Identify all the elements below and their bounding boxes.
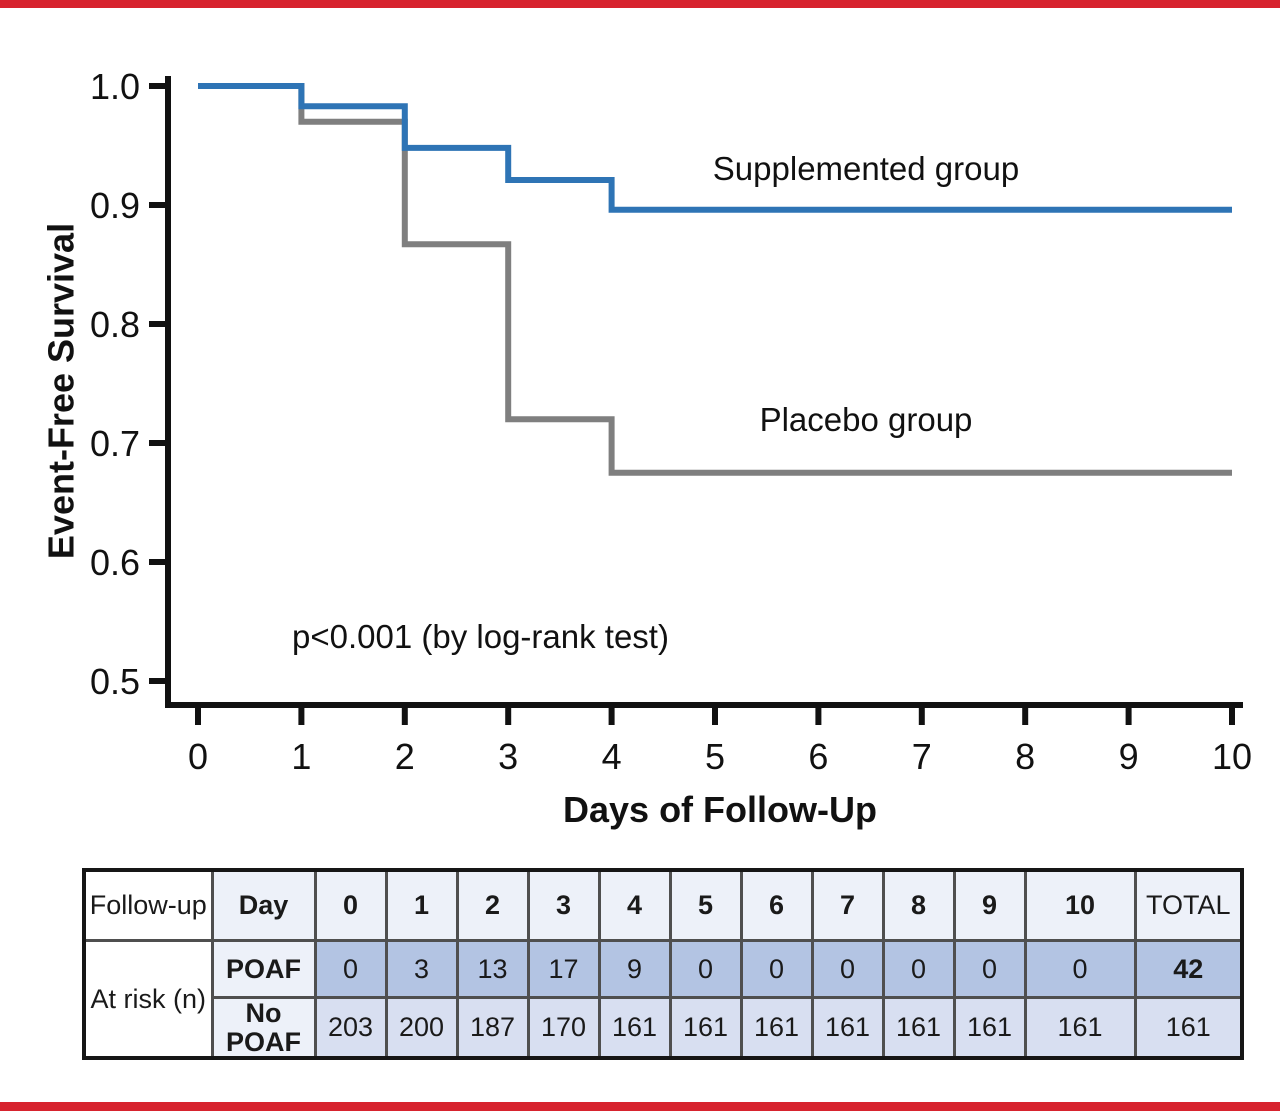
risk-table-poaf-value: 0 — [881, 939, 956, 999]
risk-table-nopoaf-value: 161 — [739, 996, 814, 1060]
risk-table-column-header: 8 — [881, 868, 956, 942]
risk-table-nopoaf-value: 161 — [1133, 996, 1244, 1060]
x-tick-label: 7 — [912, 736, 932, 777]
x-tick-label: 9 — [1119, 736, 1139, 777]
risk-table-poaf-value: 3 — [384, 939, 459, 999]
risk-table-nopoaf-value: 161 — [1023, 996, 1137, 1060]
risk-table-row-label: POAF — [210, 939, 317, 999]
bottom-accent-bar — [0, 1102, 1280, 1111]
x-axis-title: Days of Follow-Up — [563, 789, 877, 830]
supplemented-curve — [198, 83, 1232, 213]
placebo-curve — [198, 83, 1232, 476]
risk-table-poaf-value: 17 — [526, 939, 601, 999]
risk-table-column-header: 6 — [739, 868, 814, 942]
placebo-curve-label: Placebo group — [760, 401, 973, 438]
risk-table-nopoaf-value: 161 — [881, 996, 956, 1060]
y-axis-ticks: 1.0 0.9 0.8 0.7 0.6 0.5 — [90, 66, 166, 702]
risk-table-poaf-value: 42 — [1133, 939, 1244, 999]
risk-table-nopoaf-value: 161 — [952, 996, 1027, 1060]
y-tick-label: 0.7 — [90, 423, 140, 464]
risk-table-nopoaf-value: 203 — [313, 996, 388, 1060]
y-tick-label: 0.9 — [90, 185, 140, 226]
risk-table-column-header: 0 — [313, 868, 388, 942]
y-axis-title: Event-Free Survival — [41, 223, 82, 559]
x-axis-ticks: 0 1 2 3 4 5 6 7 8 9 10 — [188, 708, 1252, 777]
risk-table-poaf-value: 13 — [455, 939, 530, 999]
x-tick-label: 2 — [395, 736, 415, 777]
curves — [198, 83, 1232, 476]
risk-table-row-label: No POAF — [210, 996, 317, 1060]
risk-table-column-header: 10 — [1023, 868, 1137, 942]
x-tick-label: 8 — [1015, 736, 1035, 777]
x-tick-label: 0 — [188, 736, 208, 777]
p-value-annotation: p<0.001 (by log-rank test) — [292, 618, 669, 655]
axes — [165, 76, 1243, 708]
risk-table-nopoaf-value: 200 — [384, 996, 459, 1060]
risk-table-column-header: 4 — [597, 868, 672, 942]
risk-table-poaf-value: 0 — [810, 939, 885, 999]
x-tick-label: 6 — [808, 736, 828, 777]
risk-table-poaf-value: 0 — [668, 939, 743, 999]
x-tick-label: 4 — [602, 736, 622, 777]
x-tick-label: 3 — [498, 736, 518, 777]
risk-table-column-header: 9 — [952, 868, 1027, 942]
risk-table-nopoaf-value: 161 — [810, 996, 885, 1060]
y-tick-label: 0.6 — [90, 542, 140, 583]
risk-table-column-header: 7 — [810, 868, 885, 942]
y-tick-label: 0.5 — [90, 661, 140, 702]
x-tick-label: 1 — [291, 736, 311, 777]
risk-table-poaf-value: 0 — [952, 939, 1027, 999]
y-tick-label: 0.8 — [90, 304, 140, 345]
risk-table-nopoaf-value: 187 — [455, 996, 530, 1060]
risk-table-poaf-value: 0 — [1023, 939, 1137, 999]
risk-table-column-header: 5 — [668, 868, 743, 942]
risk-table-poaf-value: 0 — [739, 939, 814, 999]
risk-table-column-header: 2 — [455, 868, 530, 942]
y-tick-label: 1.0 — [90, 66, 140, 107]
risk-table-column-header: 1 — [384, 868, 459, 942]
risk-table-poaf-value: 0 — [313, 939, 388, 999]
risk-table-group-label: At risk (n) — [82, 939, 214, 1060]
risk-table-nopoaf-value: 170 — [526, 996, 601, 1060]
risk-table-corner-label: Follow-up — [82, 868, 214, 942]
x-tick-label: 10 — [1212, 736, 1252, 777]
x-tick-label: 5 — [705, 736, 725, 777]
risk-table-day-label: Day — [210, 868, 317, 942]
risk-table-nopoaf-value: 161 — [668, 996, 743, 1060]
risk-table-poaf-value: 9 — [597, 939, 672, 999]
risk-table-column-header: TOTAL — [1133, 868, 1244, 942]
risk-table: Follow-up Day 0 1 2 3 4 5 6 7 8 9 10 TOTAL At risk (n)… — [82, 868, 1244, 1061]
supplemented-curve-label: Supplemented group — [713, 150, 1019, 187]
risk-table-nopoaf-value: 161 — [597, 996, 672, 1060]
top-accent-bar — [0, 0, 1280, 8]
risk-table-column-header: 3 — [526, 868, 601, 942]
